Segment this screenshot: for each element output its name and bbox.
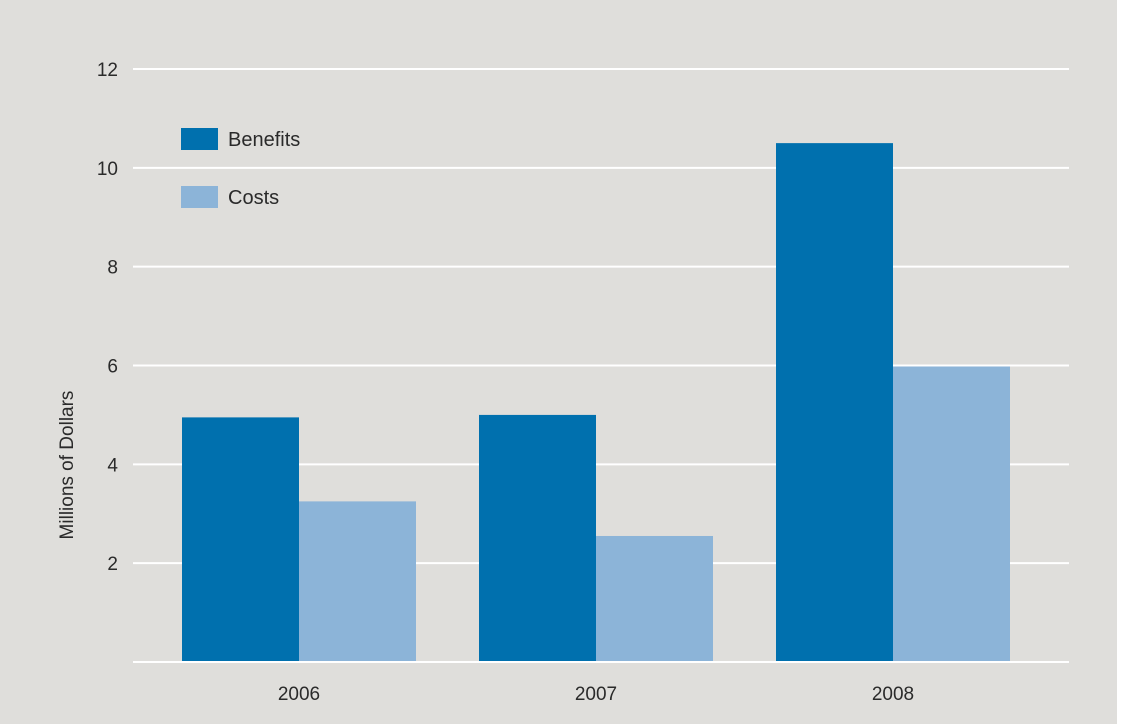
y-tick-label: 10 <box>97 159 118 180</box>
bars <box>182 143 1010 662</box>
x-tick-label: 2006 <box>278 684 320 705</box>
legend-label-costs: Costs <box>228 187 279 209</box>
bar-benefits-2007 <box>479 414 596 662</box>
y-axis-title: Millions of Dollars <box>57 391 78 540</box>
legend-swatch-costs <box>181 186 218 208</box>
y-tick-label: 12 <box>97 60 118 81</box>
y-tick-label: 8 <box>107 258 118 279</box>
y-tick-label: 4 <box>107 455 118 476</box>
y-tick-label: 2 <box>107 554 118 575</box>
legend-swatch-benefits <box>181 128 218 150</box>
bar-costs-2006 <box>299 501 416 662</box>
x-tick-label: 2007 <box>575 684 617 705</box>
legend-label-benefits: Benefits <box>228 129 300 151</box>
bar-benefits-2006 <box>182 417 299 662</box>
bar-benefits-2008 <box>776 143 893 662</box>
bar-costs-2007 <box>596 535 713 662</box>
legend: Benefits Costs <box>181 128 300 209</box>
x-tick-label: 2008 <box>872 684 914 705</box>
y-tick-label: 6 <box>107 357 118 378</box>
bar-costs-2008 <box>893 366 1010 662</box>
axes: 2 4 6 8 10 12 2006 2007 2008 <box>97 60 1069 705</box>
